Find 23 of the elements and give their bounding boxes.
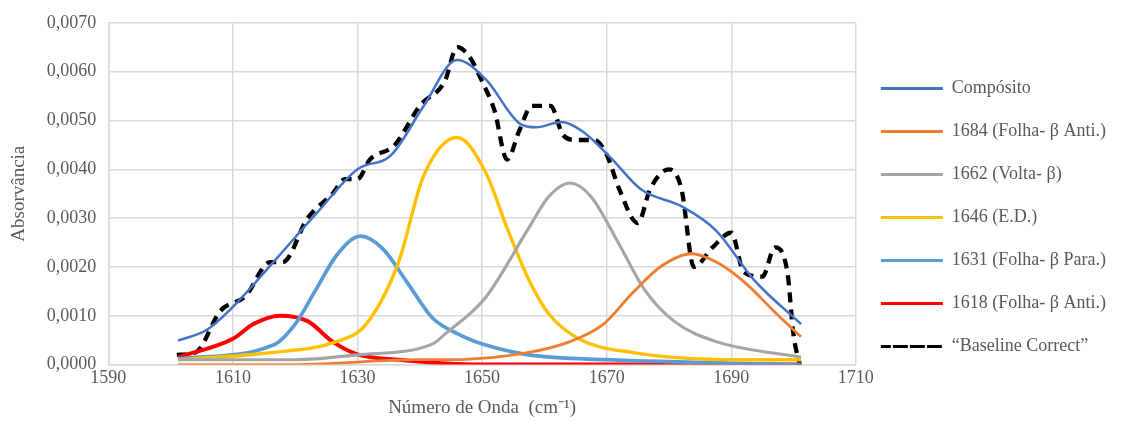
y-tick-label: 0,0040 bbox=[46, 158, 97, 179]
y-tick-label: 0,0030 bbox=[46, 206, 97, 227]
x-tick-label: 1670 bbox=[588, 367, 625, 388]
legend-label: 1646 (E.D.) bbox=[951, 206, 1038, 228]
x-tick-label: 1610 bbox=[214, 367, 251, 388]
x-axis-title: Número de Onda (cm⁻¹) bbox=[388, 395, 577, 418]
legend-label: 1631 (Folha- β Para.) bbox=[951, 249, 1106, 271]
legend-label: 1618 (Folha- β Anti.) bbox=[951, 292, 1107, 314]
y-tick-label: 0,0060 bbox=[46, 60, 97, 81]
legend-label: Compósito bbox=[951, 77, 1031, 98]
x-tick-label: 1710 bbox=[837, 367, 874, 388]
y-tick-label: 0,0020 bbox=[46, 255, 97, 276]
legend-label: “Baseline Correct” bbox=[951, 335, 1089, 356]
legend-label: 1662 (Volta- β) bbox=[951, 163, 1062, 185]
line-series bbox=[176, 181, 803, 362]
x-tick-label: 1650 bbox=[464, 367, 501, 388]
y-axis-title: Absorvância bbox=[7, 145, 29, 242]
x-tick-label: 1630 bbox=[339, 367, 376, 388]
legend-label: 1684 (Folha- β Anti.) bbox=[951, 120, 1107, 142]
x-tick-label: 1690 bbox=[713, 367, 750, 388]
y-tick-label: 0,0050 bbox=[46, 109, 97, 130]
y-tick-label: 0,0010 bbox=[46, 304, 97, 325]
y-tick-label: 0,0070 bbox=[46, 11, 97, 32]
